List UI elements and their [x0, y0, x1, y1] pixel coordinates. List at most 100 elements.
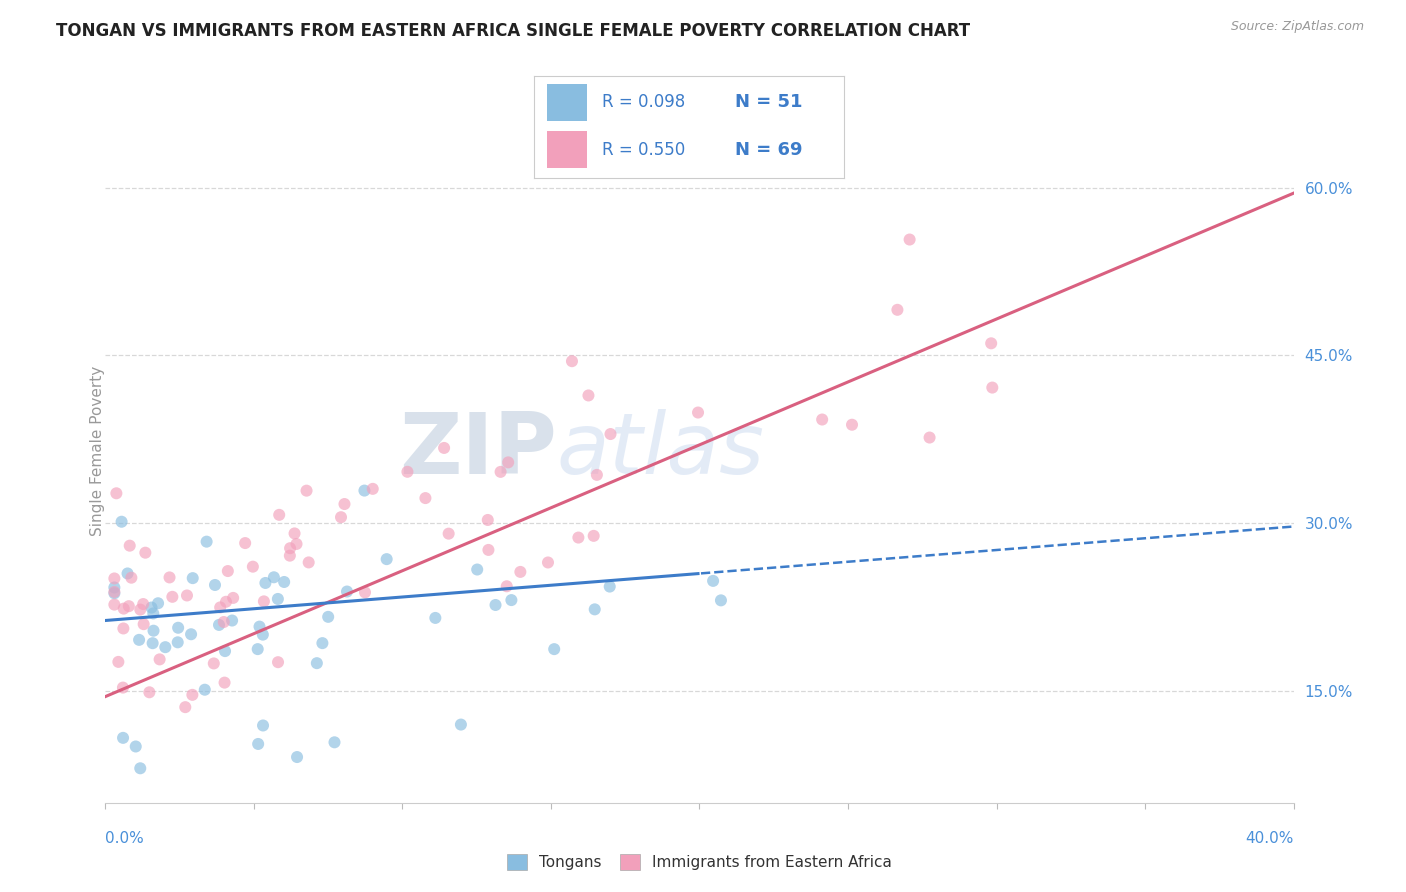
Text: N = 51: N = 51	[735, 94, 803, 112]
Point	[103, 571, 125, 585]
Point	[599, 580, 621, 594]
Point	[586, 467, 609, 482]
Point	[278, 541, 301, 556]
Point	[283, 526, 305, 541]
Point	[215, 595, 238, 609]
Point	[103, 586, 125, 600]
Point	[353, 483, 375, 498]
Point	[155, 640, 177, 655]
Point	[450, 717, 472, 731]
Point	[142, 636, 165, 650]
Point	[841, 417, 863, 432]
Point	[437, 526, 460, 541]
Point	[361, 482, 384, 496]
Point	[112, 601, 135, 615]
Point	[202, 657, 225, 671]
Point	[396, 465, 419, 479]
Point	[886, 302, 908, 317]
Point	[208, 618, 231, 632]
Point	[214, 644, 236, 658]
Point	[181, 571, 204, 585]
Point	[246, 642, 269, 657]
Point	[501, 593, 523, 607]
Point	[181, 688, 204, 702]
Point	[166, 635, 188, 649]
Text: R = 0.098: R = 0.098	[602, 94, 686, 112]
Point	[702, 574, 724, 588]
Point	[269, 508, 291, 522]
Point	[425, 611, 447, 625]
Point	[582, 529, 605, 543]
Point	[134, 546, 156, 560]
Bar	[547, 84, 586, 121]
Point	[132, 597, 155, 611]
Text: 40.0%: 40.0%	[1246, 831, 1294, 846]
Legend: Tongans, Immigrants from Eastern Africa: Tongans, Immigrants from Eastern Africa	[501, 848, 898, 876]
Point	[118, 539, 141, 553]
Point	[354, 585, 377, 599]
Point	[561, 354, 583, 368]
Point	[103, 581, 125, 595]
Bar	[547, 131, 586, 168]
Point	[252, 627, 274, 641]
Point	[180, 627, 202, 641]
Point	[247, 737, 270, 751]
Point	[254, 576, 277, 591]
Text: 0.0%: 0.0%	[105, 831, 145, 846]
Point	[110, 515, 132, 529]
Point	[209, 600, 232, 615]
Point	[537, 556, 560, 570]
Point	[495, 579, 517, 593]
Point	[477, 543, 499, 558]
Y-axis label: Single Female Poverty: Single Female Poverty	[90, 366, 104, 535]
Point	[162, 590, 184, 604]
Point	[128, 632, 150, 647]
Text: Source: ZipAtlas.com: Source: ZipAtlas.com	[1230, 20, 1364, 33]
Point	[217, 564, 239, 578]
Point	[484, 598, 506, 612]
Text: atlas: atlas	[557, 409, 765, 492]
Point	[214, 675, 236, 690]
Point	[981, 381, 1004, 395]
Point	[103, 598, 125, 612]
Point	[103, 585, 125, 599]
Point	[105, 486, 128, 500]
Point	[578, 388, 600, 402]
Point	[117, 566, 139, 581]
Point	[375, 552, 398, 566]
Point	[149, 652, 172, 666]
Point	[330, 510, 353, 524]
Point	[496, 455, 519, 469]
Point	[263, 570, 285, 584]
Text: N = 69: N = 69	[735, 141, 803, 159]
Point	[242, 559, 264, 574]
Point	[477, 513, 499, 527]
Point	[233, 536, 256, 550]
Point	[142, 624, 165, 638]
Point	[146, 596, 169, 610]
Point	[212, 615, 235, 629]
Point	[112, 622, 135, 636]
Point	[253, 594, 276, 608]
Point	[333, 497, 356, 511]
Point	[129, 602, 152, 616]
Point	[811, 412, 834, 426]
Point	[323, 735, 346, 749]
Text: TONGAN VS IMMIGRANTS FROM EASTERN AFRICA SINGLE FEMALE POVERTY CORRELATION CHART: TONGAN VS IMMIGRANTS FROM EASTERN AFRICA…	[56, 22, 970, 40]
Point	[599, 427, 621, 442]
Point	[111, 681, 134, 695]
Point	[118, 599, 141, 614]
Point	[278, 549, 301, 563]
Point	[980, 336, 1002, 351]
Point	[194, 682, 217, 697]
Point	[305, 656, 328, 670]
Point	[273, 574, 295, 589]
Point	[567, 531, 589, 545]
Point	[686, 405, 709, 419]
Point	[285, 750, 308, 764]
Point	[433, 441, 456, 455]
Point	[132, 617, 155, 632]
Point	[543, 642, 565, 657]
Point	[336, 584, 359, 599]
Point	[710, 593, 733, 607]
